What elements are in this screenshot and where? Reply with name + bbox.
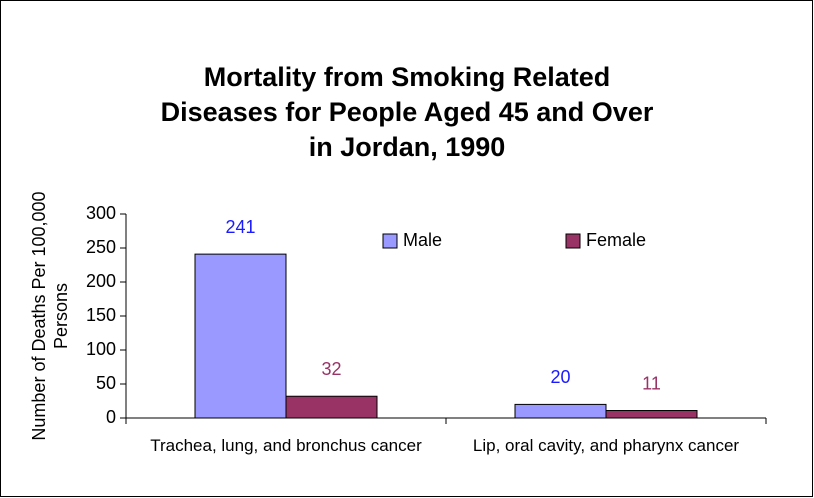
y-tick-label: 300 bbox=[86, 203, 116, 223]
bar bbox=[285, 395, 378, 419]
legend-label: Female bbox=[586, 230, 646, 250]
y-tick-label: 50 bbox=[96, 373, 116, 393]
legend-swatch bbox=[565, 233, 581, 249]
y-tick-label: 0 bbox=[106, 407, 116, 427]
y-tick-label: 100 bbox=[86, 339, 116, 359]
bar bbox=[605, 410, 698, 419]
legend-swatch bbox=[382, 233, 398, 249]
y-tick-label: 200 bbox=[86, 271, 116, 291]
y-tick-label: 250 bbox=[86, 237, 116, 257]
legend-label: Male bbox=[403, 230, 442, 250]
y-axis-label: Number of Deaths Per 100,000 Persons bbox=[29, 191, 71, 440]
x-tick-label: Lip, oral cavity, and pharynx cancer bbox=[472, 436, 740, 455]
data-label: 241 bbox=[225, 217, 255, 237]
data-label: 32 bbox=[321, 359, 341, 379]
chart-title: Mortality from Smoking Related Diseases … bbox=[160, 62, 654, 162]
y-tick-label: 150 bbox=[86, 305, 116, 325]
bar bbox=[194, 253, 287, 419]
bar bbox=[514, 403, 607, 419]
data-label: 20 bbox=[550, 367, 570, 387]
x-tick-label: Trachea, lung, and bronchus cancer bbox=[150, 436, 422, 455]
data-label: 11 bbox=[642, 373, 661, 393]
